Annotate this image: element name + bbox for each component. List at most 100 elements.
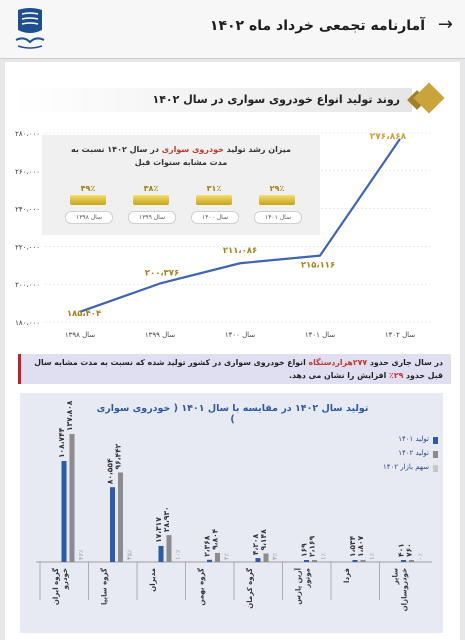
bar-value-label: ۱۰۸،۷۴۴ <box>57 427 66 458</box>
growth-year-1398: سال ۱۳۹۸ <box>65 211 113 224</box>
y-tick-label: ۲۸۰،۰۰۰ <box>15 130 40 138</box>
page-title: آمارنامه تجمعی خرداد ماه ۱۴۰۲ <box>209 18 425 34</box>
section-header-bar <box>14 88 412 112</box>
growth-gold-bar-1400 <box>196 195 232 205</box>
y-tick-label: ۲۶۰،۰۰۰ <box>15 168 40 176</box>
category-label: فردا <box>343 568 351 583</box>
bar <box>401 560 406 562</box>
growth-year-1399: سال ۱۳۹۹ <box>128 211 176 224</box>
info-title-pre: میزان رشد تولید <box>223 145 291 154</box>
bar-value-label: ۱۷،۳۱۷ <box>154 517 163 543</box>
app-header: آمارنامه تجمعی خرداد ماه ۱۴۰۲ → <box>0 0 465 59</box>
data-label: ۲۰۰،۳۷۶ <box>145 268 179 278</box>
bar <box>352 560 358 562</box>
bar <box>61 461 67 562</box>
growth-year-1400: سال ۱۴۰۰ <box>191 211 239 224</box>
bar <box>360 560 366 562</box>
bar <box>110 487 115 562</box>
y-tick-label: ۱۸۰،۰۰۰ <box>15 319 40 327</box>
y-tick-label: ۲۰۰،۰۰۰ <box>15 281 40 289</box>
summary-highlight-count: ۲۷۷هزاردستگاه <box>308 358 368 367</box>
bar-value-label: ۹۶،۴۴۲ <box>114 443 123 469</box>
bar <box>69 434 75 562</box>
growth-gold-bar-1401 <box>259 195 295 205</box>
bar <box>166 535 172 562</box>
category-label: سایر <box>392 568 400 586</box>
legend-swatch-1402 <box>433 451 438 458</box>
info-title-post: در سال ۱۴۰۲ نسبت به <box>70 145 162 154</box>
growth-value-1400: ۳۱٪ <box>206 184 222 193</box>
bar-value-label: ۹،۸۰۴ <box>211 528 220 550</box>
comparison-title: تولید سال ۱۴۰۲ در مقایسه با سال ۱۴۰۱ ( خ… <box>96 403 369 425</box>
data-label: ۲۱۵،۱۱۶ <box>301 261 335 271</box>
bar <box>255 558 261 562</box>
bar-value-label: ۹،۱۴۸ <box>259 529 268 551</box>
bar <box>409 560 414 562</box>
market-share-label: ۱٪ <box>368 553 376 560</box>
bar <box>215 552 220 562</box>
x-tick-label: سال ۱۳۹۸ <box>65 331 95 339</box>
market-share-label: ۰٪ <box>417 553 425 560</box>
category-label-line2: خودرو <box>61 568 69 590</box>
bar-value-label: ۴۰۱ <box>397 543 406 557</box>
bar <box>207 559 212 562</box>
info-title-line2: مدت مشابه سنوات قبل <box>134 158 228 167</box>
legend-item-1401: تولید ۱۴۰۱ <box>350 435 438 445</box>
legend-label-1402: تولید ۱۴۰۲ <box>398 449 429 457</box>
comparison-legend: تولید ۱۴۰۱ تولید ۱۴۰۲ سهم بازار ۱۴۰۲ <box>350 435 438 477</box>
market-share-label: ۱۰٪ <box>174 549 182 560</box>
data-label: ۱۸۵،۴۰۴ <box>67 309 101 319</box>
category-label: گروه بهمن <box>197 567 206 606</box>
market-share-label: ۳٪ <box>271 553 279 560</box>
market-share-label: ۴٪ <box>223 553 231 560</box>
category-label: آرین پارس <box>294 567 303 604</box>
bar <box>312 559 317 562</box>
bar-value-label: ۲۸،۹۳۰ <box>162 506 171 532</box>
data-label: ۲۷۶،۸۶۸ <box>370 132 407 142</box>
market-share-label: ۴۶٪ <box>77 549 85 560</box>
arrow-right-icon[interactable]: → <box>437 14 453 35</box>
growth-info-box: میزان رشد تولید خودروی سواری در سال ۱۴۰۲… <box>42 135 320 235</box>
x-tick-label: سال ۱۴۰۱ <box>305 331 335 339</box>
market-share-label: ۳۵٪ <box>126 549 134 560</box>
section-title: روند تولید انواع خودروی سواری در سال ۱۴۰… <box>152 93 401 106</box>
growth-year-1401: سال ۱۴۰۱ <box>254 211 302 224</box>
bar-value-label: ۴،۲۰۸ <box>251 534 260 556</box>
category-label: گروه کرمان <box>245 567 254 609</box>
y-tick-label: ۲۲۰،۰۰۰ <box>15 243 40 251</box>
legend-item-1402: تولید ۱۴۰۲ <box>350 449 438 459</box>
y-tick-label: ۲۴۰،۰۰۰ <box>15 206 40 214</box>
x-tick-label: سال ۱۳۹۹ <box>145 331 175 339</box>
growth-info-title: میزان رشد تولید خودروی سواری در سال ۱۴۰۲… <box>42 143 320 169</box>
summary-callout: در سال جاری حدود ۲۷۷هزاردستگاه انواع خود… <box>18 354 451 384</box>
bar-value-label: ۲،۳۶۸ <box>203 535 212 557</box>
x-tick-label: سال ۱۴۰۰ <box>225 331 255 339</box>
legend-label-1401: تولید ۱۴۰۱ <box>398 435 429 443</box>
summary-part-2: انواع خودروی سواری در کشور تولید شده که … <box>34 358 443 380</box>
category-label-line2: خودروسازان <box>401 568 409 611</box>
bar <box>158 545 164 562</box>
organization-logo <box>10 4 50 54</box>
growth-value-1401: ۲۹٪ <box>269 184 285 193</box>
category-label-line2: موتور <box>304 568 312 589</box>
growth-gold-bar-1398 <box>70 195 106 205</box>
bar-value-label: ۱۳۷،۸۰۸ <box>65 400 74 431</box>
category-label: گروه سایپا <box>100 567 109 605</box>
bar <box>263 553 269 562</box>
growth-gold-bar-1399 <box>133 195 169 205</box>
bar-value-label: ۸۰،۵۵۴ <box>106 458 115 484</box>
info-title-highlight: خودروی سواری <box>161 145 224 154</box>
market-share-label: ۱٪ <box>320 553 328 560</box>
legend-swatch-share <box>433 465 438 472</box>
growth-value-1398: ۴۹٪ <box>80 184 96 193</box>
bar <box>304 560 309 562</box>
legend-item-share: سهم بازار ۱۴۰۲ <box>350 463 438 473</box>
legend-label-share: سهم بازار ۱۴۰۲ <box>382 463 429 471</box>
bar-value-label: ۱،۸۰۷ <box>356 535 365 557</box>
bar-value-label: ۱۶۹ <box>300 543 309 557</box>
growth-value-1399: ۳۸٪ <box>143 184 159 193</box>
bar-value-label: ۲،۱۶۹ <box>308 535 317 557</box>
bar-value-label: ۱،۵۳۴ <box>348 535 357 557</box>
summary-text: در سال جاری حدود ۲۷۷هزاردستگاه انواع خود… <box>25 356 443 382</box>
